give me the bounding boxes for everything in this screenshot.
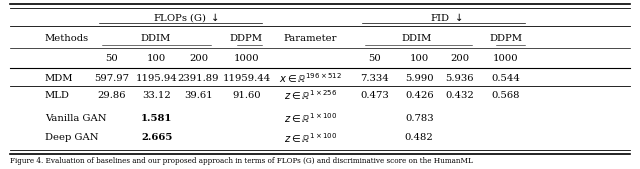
Text: 100: 100 bbox=[410, 54, 429, 63]
Text: 33.12: 33.12 bbox=[143, 91, 171, 100]
Text: FID $\downarrow$: FID $\downarrow$ bbox=[430, 12, 463, 23]
Text: 0.432: 0.432 bbox=[445, 91, 474, 100]
Text: 0.544: 0.544 bbox=[491, 74, 520, 83]
Text: MLD: MLD bbox=[45, 91, 70, 100]
Text: 0.482: 0.482 bbox=[405, 133, 433, 142]
Text: DDPM: DDPM bbox=[230, 33, 263, 43]
Text: 2391.89: 2391.89 bbox=[178, 74, 219, 83]
Text: 91.60: 91.60 bbox=[232, 91, 260, 100]
Text: DDPM: DDPM bbox=[489, 33, 522, 43]
Text: Vanilla GAN: Vanilla GAN bbox=[45, 114, 106, 123]
Text: 1.581: 1.581 bbox=[141, 114, 173, 123]
Text: Figure 4. Evaluation of baselines and our proposed approach in terms of FLOPs (G: Figure 4. Evaluation of baselines and ou… bbox=[10, 157, 472, 165]
Text: 1195.94: 1195.94 bbox=[136, 74, 178, 83]
Text: 11959.44: 11959.44 bbox=[222, 74, 271, 83]
Text: Deep GAN: Deep GAN bbox=[45, 133, 99, 142]
Text: 50: 50 bbox=[368, 54, 381, 63]
Text: DDIM: DDIM bbox=[140, 33, 170, 43]
Text: 597.97: 597.97 bbox=[95, 74, 129, 83]
Text: Parameter: Parameter bbox=[284, 33, 337, 43]
Text: $z \in \mathbb{R}^{1\times100}$: $z \in \mathbb{R}^{1\times100}$ bbox=[284, 131, 337, 145]
Text: $z \in \mathbb{R}^{1\times256}$: $z \in \mathbb{R}^{1\times256}$ bbox=[284, 89, 337, 102]
Text: 50: 50 bbox=[106, 54, 118, 63]
Text: $z \in \mathbb{R}^{1\times100}$: $z \in \mathbb{R}^{1\times100}$ bbox=[284, 111, 337, 125]
Text: 0.426: 0.426 bbox=[405, 91, 433, 100]
Text: 200: 200 bbox=[189, 54, 208, 63]
Text: 39.61: 39.61 bbox=[184, 91, 212, 100]
Text: 7.334: 7.334 bbox=[360, 74, 388, 83]
Text: 0.473: 0.473 bbox=[360, 91, 388, 100]
Text: 100: 100 bbox=[147, 54, 166, 63]
Text: MDM: MDM bbox=[45, 74, 74, 83]
Text: 29.86: 29.86 bbox=[98, 91, 126, 100]
Text: 0.568: 0.568 bbox=[492, 91, 520, 100]
Text: 2.665: 2.665 bbox=[141, 133, 173, 142]
Text: 0.783: 0.783 bbox=[405, 114, 433, 123]
Text: 5.990: 5.990 bbox=[405, 74, 433, 83]
Text: DDIM: DDIM bbox=[402, 33, 432, 43]
Text: FLOPs (G) $\downarrow$: FLOPs (G) $\downarrow$ bbox=[152, 11, 219, 24]
Text: 1000: 1000 bbox=[493, 54, 518, 63]
Text: $x \in \mathbb{R}^{196\times512}$: $x \in \mathbb{R}^{196\times512}$ bbox=[279, 72, 342, 86]
Text: 200: 200 bbox=[450, 54, 469, 63]
Text: 1000: 1000 bbox=[234, 54, 259, 63]
Text: 5.936: 5.936 bbox=[445, 74, 474, 83]
Text: Methods: Methods bbox=[45, 33, 89, 43]
